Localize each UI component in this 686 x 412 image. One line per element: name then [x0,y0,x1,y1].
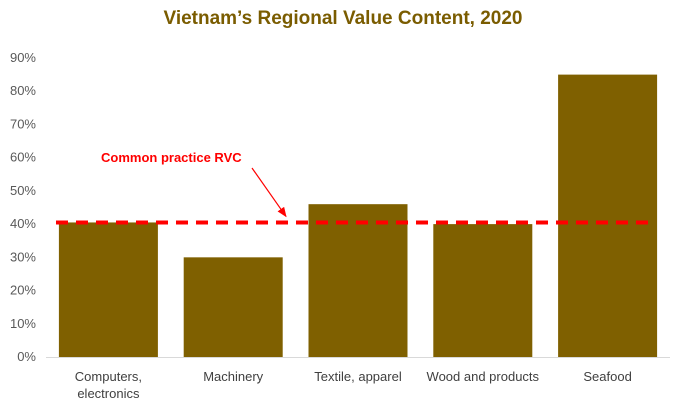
y-axis: 0% 10% 20% 30% 40% 50% 60% 70% 80% 90% [10,50,36,364]
x-axis: Computers, electronics Machinery Textile, a… [46,357,670,401]
y-tick-label: 20% [10,283,36,298]
y-tick-label: 90% [10,50,36,65]
x-tick-label: Wood and products [427,369,540,384]
y-tick-label: 80% [10,83,36,98]
bar [433,224,533,357]
y-tick-label: 40% [10,216,36,231]
y-tick-label: 70% [10,116,36,131]
y-tick-label: 60% [10,150,36,165]
x-tick-label: Seafood [583,369,631,384]
x-tick-label: Computers, electronics [75,369,142,401]
reference-arrow [251,167,287,218]
y-tick-label: 0% [17,349,36,364]
y-tick-label: 30% [10,249,36,264]
reference-line-group: Common practice RVC [56,150,656,225]
bar [558,74,658,357]
reference-label: Common practice RVC [101,150,242,165]
bar [183,257,283,357]
bar [308,204,408,357]
bars [58,74,658,357]
y-tick-label: 10% [10,316,36,331]
x-tick-label: Machinery [203,369,263,384]
chart-title: Vietnam’s Regional Value Content, 2020 [163,8,523,29]
x-tick-label: Textile, apparel [314,369,402,384]
y-tick-label: 50% [10,183,36,198]
bar [58,222,158,357]
